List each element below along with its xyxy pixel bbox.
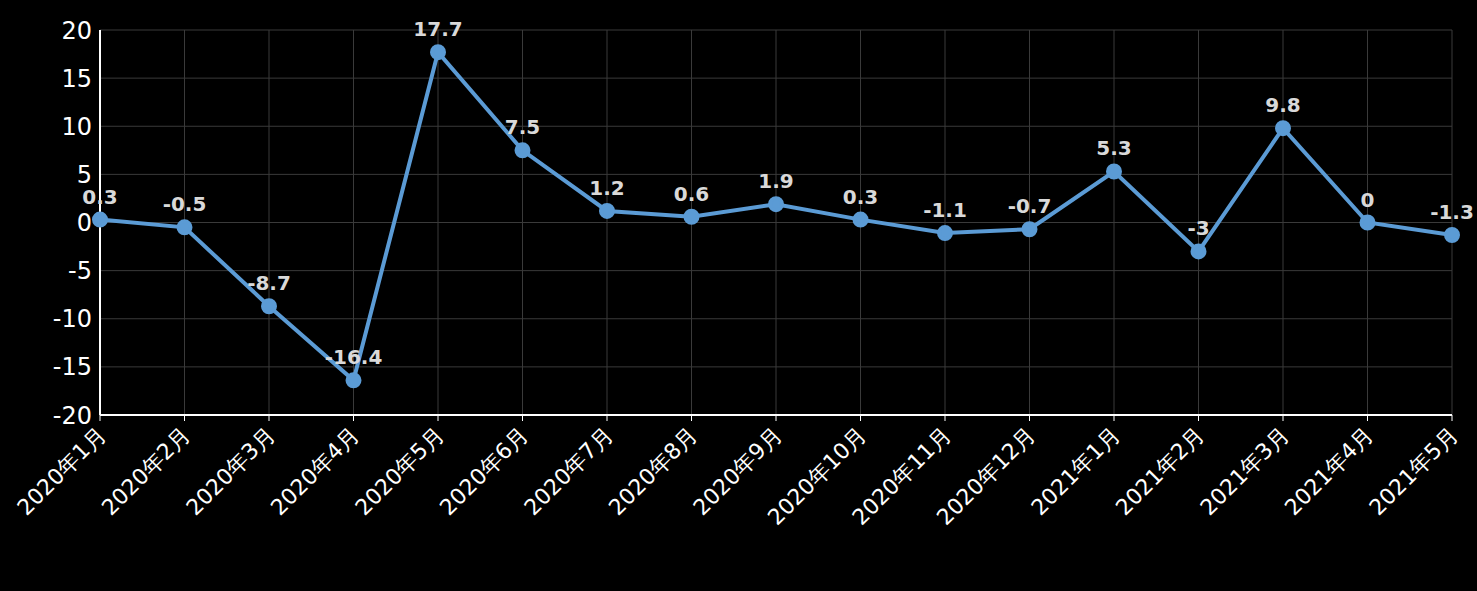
svg-text:2021年5月: 2021年5月 bbox=[1364, 422, 1462, 520]
svg-text:2020年10月: 2020年10月 bbox=[762, 421, 872, 531]
svg-text:2020年5月: 2020年5月 bbox=[350, 422, 448, 520]
svg-text:7.5: 7.5 bbox=[505, 115, 540, 139]
svg-text:-3: -3 bbox=[1187, 216, 1209, 240]
svg-text:-1.1: -1.1 bbox=[923, 198, 967, 222]
svg-text:2020年12月: 2020年12月 bbox=[932, 422, 1040, 530]
svg-text:17.7: 17.7 bbox=[413, 17, 462, 41]
svg-text:2021年1月: 2021年1月 bbox=[1026, 422, 1124, 520]
svg-text:2021年3月: 2021年3月 bbox=[1195, 422, 1293, 520]
svg-text:2020年1月: 2020年1月 bbox=[12, 422, 110, 520]
svg-text:2020年9月: 2020年9月 bbox=[688, 421, 787, 521]
svg-text:-10: -10 bbox=[53, 305, 92, 333]
svg-text:-1.3: -1.3 bbox=[1430, 200, 1469, 224]
svg-text:10: 10 bbox=[61, 113, 92, 141]
svg-text:2021年4月: 2021年4月 bbox=[1280, 422, 1378, 520]
svg-text:2020年2月: 2020年2月 bbox=[97, 422, 195, 520]
svg-text:2020年6月: 2020年6月 bbox=[435, 422, 533, 520]
svg-text:0: 0 bbox=[1361, 188, 1375, 212]
svg-text:0.6: 0.6 bbox=[674, 182, 709, 206]
svg-text:2020年4月: 2020年4月 bbox=[266, 422, 364, 520]
svg-text:2020年11月: 2020年11月 bbox=[847, 421, 956, 531]
svg-text:-20: -20 bbox=[53, 402, 92, 430]
svg-text:1.9: 1.9 bbox=[758, 169, 793, 193]
svg-text:20: 20 bbox=[61, 17, 92, 45]
svg-text:-16.4: -16.4 bbox=[325, 345, 383, 369]
svg-text:0.3: 0.3 bbox=[843, 185, 878, 209]
svg-text:5.3: 5.3 bbox=[1096, 136, 1131, 160]
svg-text:15: 15 bbox=[61, 65, 92, 93]
svg-text:-8.7: -8.7 bbox=[247, 271, 291, 295]
svg-text:-15: -15 bbox=[53, 353, 92, 381]
svg-text:2020年3月: 2020年3月 bbox=[181, 422, 279, 520]
svg-text:1.2: 1.2 bbox=[589, 176, 624, 200]
svg-text:9.8: 9.8 bbox=[1265, 93, 1300, 117]
svg-text:0.3: 0.3 bbox=[82, 185, 117, 209]
svg-text:2020年8月: 2020年8月 bbox=[604, 422, 702, 520]
svg-text:0: 0 bbox=[77, 209, 92, 237]
svg-text:-0.5: -0.5 bbox=[163, 192, 207, 216]
svg-text:2020年7月: 2020年7月 bbox=[519, 422, 617, 520]
svg-text:2021年2月: 2021年2月 bbox=[1111, 422, 1209, 520]
svg-text:5: 5 bbox=[76, 160, 92, 189]
svg-text:-5: -5 bbox=[68, 257, 92, 285]
svg-text:-0.7: -0.7 bbox=[1008, 194, 1052, 218]
